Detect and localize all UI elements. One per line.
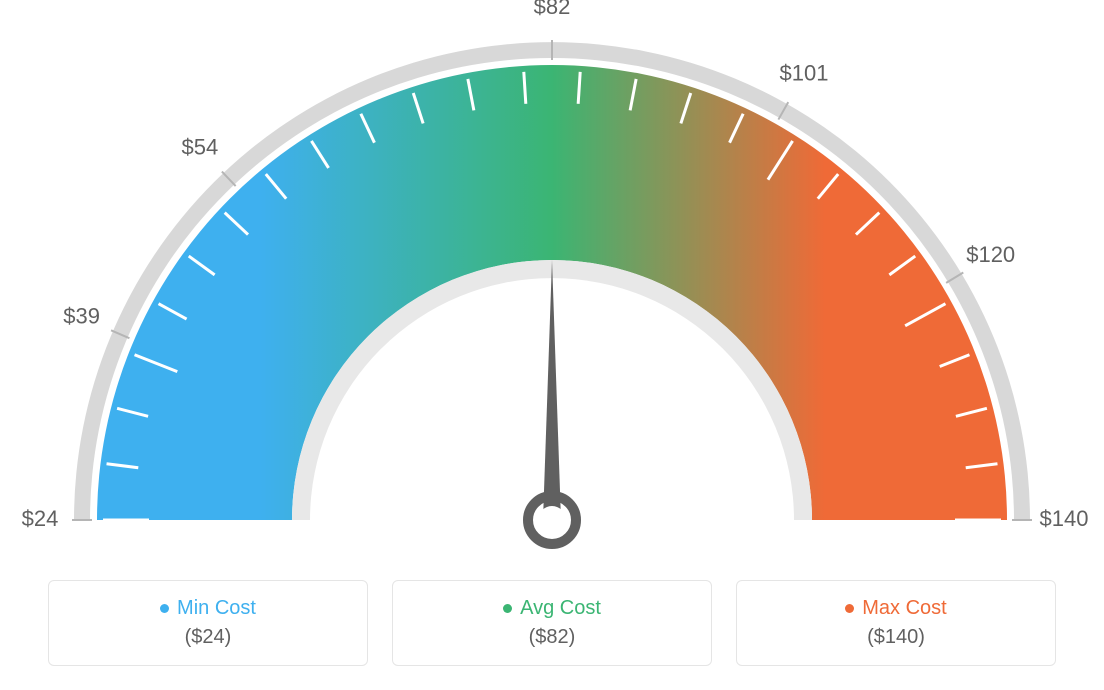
gauge-tick-label: $120 bbox=[966, 242, 1015, 267]
legend-dot-min bbox=[160, 604, 169, 613]
legend-title-max: Max Cost bbox=[845, 597, 946, 620]
gauge-tick-label: $101 bbox=[780, 60, 829, 85]
legend-value-avg: ($82) bbox=[529, 626, 576, 649]
gauge-svg: $24 $39 $54 $82 $101 $120 $140 bbox=[0, 0, 1104, 560]
legend-card-avg: Avg Cost ($82) bbox=[392, 580, 712, 666]
legend-card-min: Min Cost ($24) bbox=[48, 580, 368, 666]
legend-card-max: Max Cost ($140) bbox=[736, 580, 1056, 666]
legend-label-min: Min Cost bbox=[177, 597, 256, 620]
gauge-tick-label: $39 bbox=[63, 304, 100, 329]
gauge-tick-label: $82 bbox=[534, 0, 571, 19]
legend-label-max: Max Cost bbox=[862, 597, 946, 620]
legend-row: Min Cost ($24) Avg Cost ($82) Max Cost (… bbox=[0, 580, 1104, 666]
legend-value-min: ($24) bbox=[185, 626, 232, 649]
legend-dot-max bbox=[845, 604, 854, 613]
legend-title-min: Min Cost bbox=[160, 597, 256, 620]
legend-dot-avg bbox=[503, 604, 512, 613]
legend-value-max: ($140) bbox=[867, 626, 925, 649]
gauge-tick-label: $54 bbox=[182, 134, 219, 159]
legend-label-avg: Avg Cost bbox=[520, 597, 601, 620]
legend-title-avg: Avg Cost bbox=[503, 597, 601, 620]
gauge-tick-label: $24 bbox=[22, 506, 59, 531]
gauge-chart: $24 $39 $54 $82 $101 $120 $140 bbox=[0, 0, 1104, 560]
gauge-tick-label: $140 bbox=[1040, 506, 1089, 531]
